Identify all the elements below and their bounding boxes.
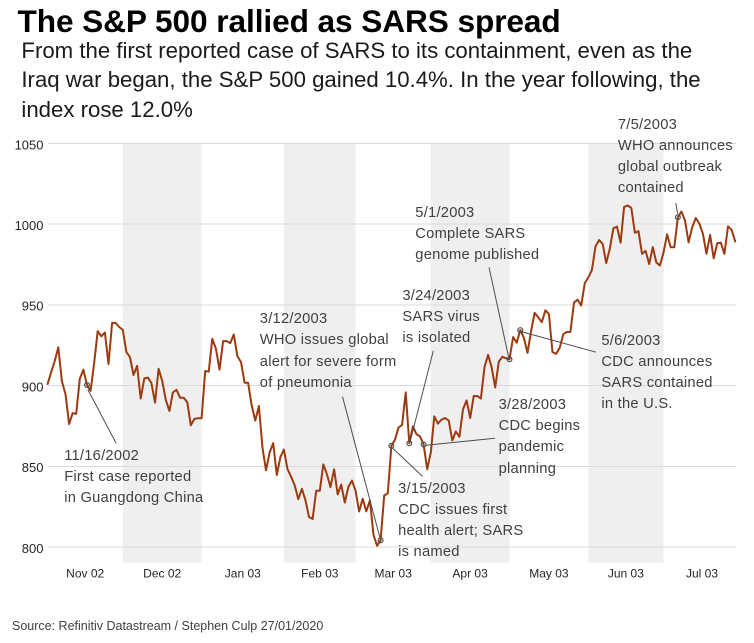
svg-text:900: 900 xyxy=(22,379,44,394)
svg-text:Dec 02: Dec 02 xyxy=(143,567,181,581)
svg-text:Jul 03: Jul 03 xyxy=(686,567,718,581)
svg-text:950: 950 xyxy=(22,299,44,314)
svg-text:Mar 03: Mar 03 xyxy=(375,567,413,581)
svg-text:1000: 1000 xyxy=(15,218,44,233)
svg-text:Apr 03: Apr 03 xyxy=(452,567,488,581)
svg-text:Jun 03: Jun 03 xyxy=(608,567,644,581)
svg-text:800: 800 xyxy=(22,541,44,556)
svg-text:May 03: May 03 xyxy=(529,567,569,581)
svg-text:Nov 02: Nov 02 xyxy=(66,567,104,581)
svg-text:850: 850 xyxy=(22,460,44,475)
svg-text:Feb 03: Feb 03 xyxy=(301,567,339,581)
svg-text:Jan 03: Jan 03 xyxy=(225,567,261,581)
svg-text:1050: 1050 xyxy=(15,137,44,152)
